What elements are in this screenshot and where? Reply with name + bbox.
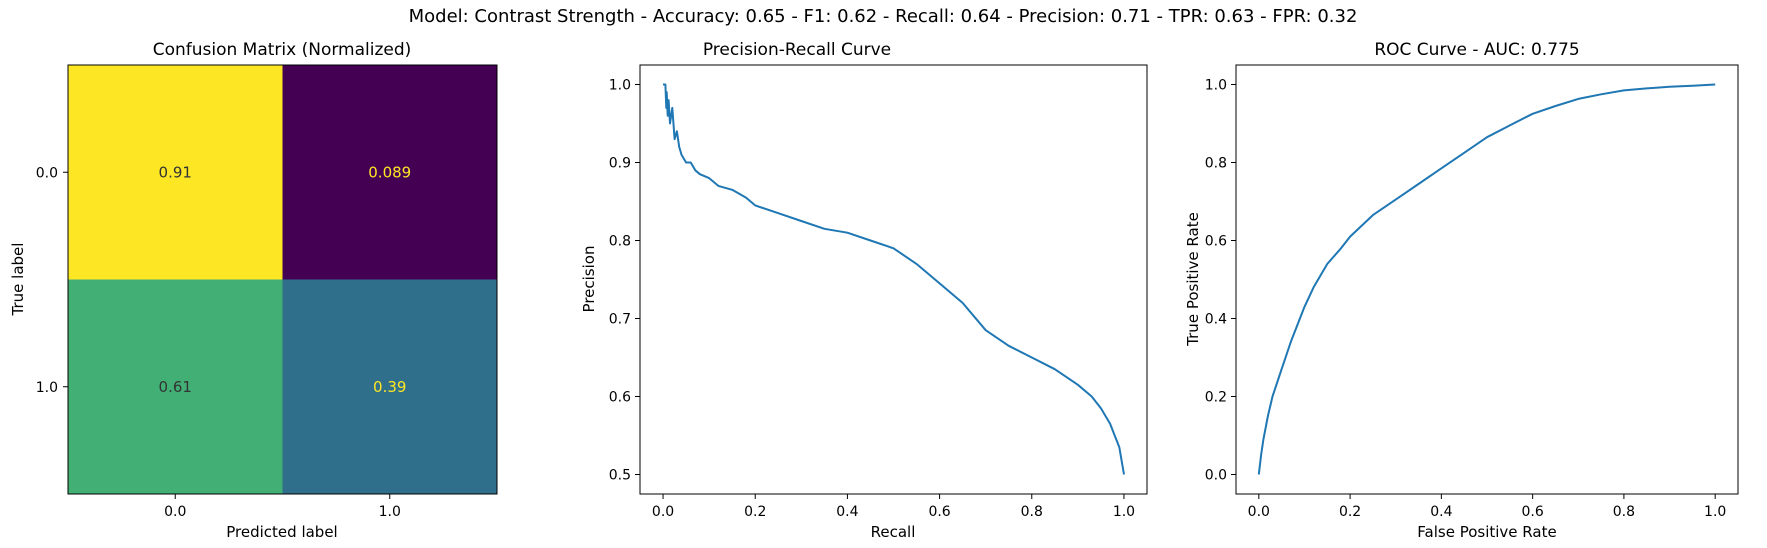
pr-y-tick-label: 0.8 — [609, 234, 631, 250]
cm-cell — [282, 65, 498, 280]
pr-y-tick-label: 0.6 — [609, 390, 631, 406]
cm-y-tick-label: 0.0 — [36, 165, 58, 181]
cm-ylabel: True label — [9, 243, 27, 317]
cm-cell-label: 0.61 — [159, 378, 192, 396]
pr-y-tick-label: 0.5 — [609, 468, 631, 484]
pr-x-ticks: 0.0 0.2 0.4 0.6 0.8 1.0 — [652, 494, 1135, 520]
cm-cell — [282, 279, 498, 495]
cm-x-ticks: 0.0 1.0 — [164, 494, 401, 520]
pr-x-tick-label: 0.0 — [652, 504, 674, 520]
roc-y-tick-label: 1.0 — [1205, 78, 1227, 94]
figure-suptitle: Model: Contrast Strength - Accuracy: 0.6… — [409, 6, 1358, 27]
pr-axes-frame — [639, 64, 1148, 495]
pr-lines — [663, 83, 1125, 475]
pr-title: Precision-Recall Curve — [703, 40, 891, 60]
pr-y-tick-label: 1.0 — [609, 78, 631, 94]
pr-xlabel: Recall — [871, 523, 916, 541]
pr-x-tick-label: 0.8 — [1021, 504, 1043, 520]
pr-y-tick-label: 0.9 — [609, 156, 631, 172]
cm-y-ticks: 0.0 1.0 — [36, 165, 68, 396]
cm-xlabel: Predicted label — [226, 523, 337, 541]
cm-cell-label: 0.91 — [159, 163, 192, 181]
cm-cell-label: 0.39 — [373, 378, 406, 396]
precision-recall-panel: Precision-Recall Curve 0.0 0.2 0.4 0.6 0.8 1.… — [580, 40, 1148, 541]
pr-y-tick-label: 0.7 — [609, 312, 631, 328]
pr-series-line — [663, 83, 1125, 475]
cm-cell — [68, 65, 283, 280]
roc-series-line — [1257, 83, 1716, 475]
roc-y-tick-label: 0.2 — [1205, 390, 1227, 406]
pr-x-tick-label: 0.2 — [744, 504, 766, 520]
pr-x-tick-label: 1.0 — [1113, 504, 1135, 520]
roc-ylabel: True Positive Rate — [1184, 212, 1202, 347]
cm-cell-label: 0.089 — [368, 163, 411, 181]
roc-x-tick-label: 0.4 — [1430, 504, 1452, 520]
roc-title: ROC Curve - AUC: 0.775 — [1374, 40, 1579, 60]
roc-xlabel: False Positive Rate — [1417, 523, 1556, 541]
roc-x-tick-label: 0.8 — [1613, 504, 1635, 520]
cm-cell — [68, 279, 283, 495]
roc-y-tick-label: 0.4 — [1205, 312, 1227, 328]
cm-title: Confusion Matrix (Normalized) — [153, 40, 412, 60]
roc-axes-frame — [1235, 64, 1739, 495]
pr-x-tick-label: 0.6 — [928, 504, 950, 520]
cm-y-tick-label: 1.0 — [36, 380, 58, 396]
roc-lines — [1257, 83, 1716, 475]
roc-x-tick-label: 1.0 — [1704, 504, 1726, 520]
roc-x-ticks: 0.0 0.2 0.4 0.6 0.8 1.0 — [1248, 494, 1726, 520]
pr-x-tick-label: 0.4 — [836, 504, 858, 520]
roc-x-tick-label: 0.2 — [1339, 504, 1361, 520]
pr-y-ticks: 0.5 0.6 0.7 0.8 0.9 1.0 — [609, 78, 640, 484]
pr-ylabel: Precision — [580, 246, 598, 313]
roc-y-tick-label: 0.8 — [1205, 156, 1227, 172]
roc-y-tick-label: 0.6 — [1205, 234, 1227, 250]
roc-y-tick-label: 0.0 — [1205, 468, 1227, 484]
roc-x-tick-label: 0.0 — [1248, 504, 1270, 520]
roc-y-ticks: 0.0 0.2 0.4 0.6 0.8 1.0 — [1205, 78, 1236, 484]
confusion-matrix-panel: Confusion Matrix (Normalized) 0.91 0.0890… — [9, 40, 498, 541]
roc-x-tick-label: 0.6 — [1522, 504, 1544, 520]
cm-x-tick-label: 0.0 — [164, 504, 186, 520]
cm-x-tick-label: 1.0 — [379, 504, 401, 520]
cm-frame — [67, 64, 498, 495]
roc-panel: ROC Curve - AUC: 0.775 0.0 0.2 0.4 0.6 0.8 1.… — [1184, 40, 1739, 541]
cm-cells: 0.91 0.089 0.61 0.39 — [68, 65, 498, 495]
